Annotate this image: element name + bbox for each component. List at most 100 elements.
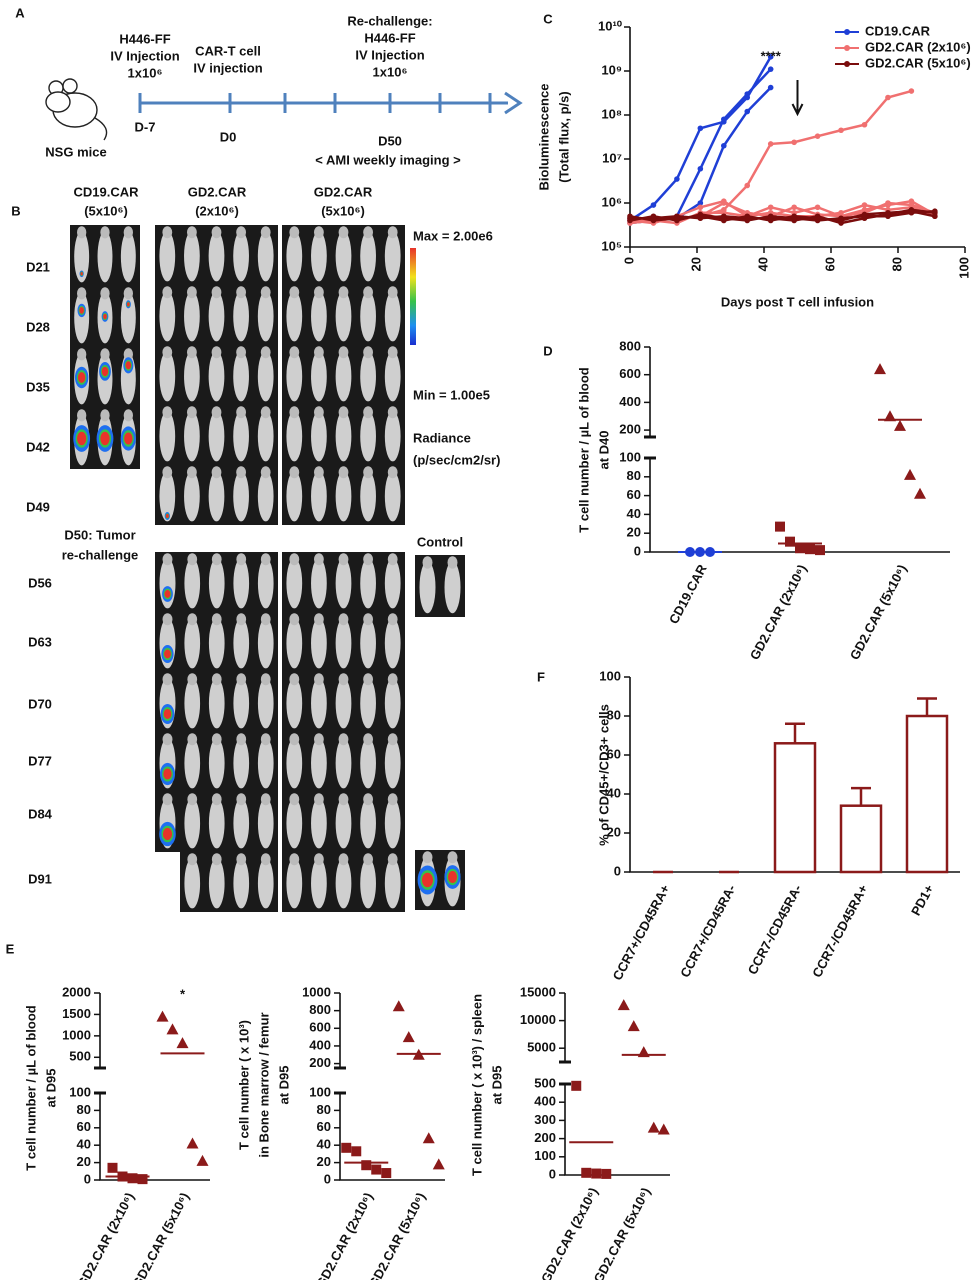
mouse-image <box>184 678 201 729</box>
mouse-image <box>286 618 303 669</box>
y-tick-label: 0 <box>84 1171 91 1186</box>
point <box>814 215 821 222</box>
point <box>838 217 844 224</box>
point <box>697 125 704 132</box>
mouse-image <box>257 858 274 909</box>
mouse-image-head <box>100 348 110 361</box>
mouse-image <box>184 471 200 522</box>
point <box>861 211 868 218</box>
mouse-image-head <box>313 346 324 359</box>
panel-letter: B <box>11 203 20 218</box>
label: D42 <box>26 439 50 454</box>
mouse-image-head <box>338 613 349 626</box>
series-line <box>629 89 912 225</box>
y-axis-label: Bioluminescence <box>536 84 551 191</box>
mouse-image <box>311 738 327 789</box>
y-tick-label: 0 <box>614 863 621 878</box>
annotation: **** <box>761 48 782 63</box>
point <box>815 545 825 556</box>
label: GD2.CAR <box>314 184 373 199</box>
x-tick-label: GD2.CAR (5x10⁶) <box>366 1190 429 1280</box>
y-axis-label: in Bone marrow / femur <box>256 1012 271 1157</box>
legend-swatch <box>844 29 850 35</box>
mouse-ear <box>62 78 78 94</box>
mouse-image-head <box>236 286 247 299</box>
mouse-image-head <box>387 286 398 299</box>
mouse-image-head <box>162 406 173 419</box>
x-tick-label: 100 <box>956 257 971 279</box>
y-tick-label: 10⁶ <box>602 194 622 209</box>
y-tick-label: 100 <box>534 1148 556 1163</box>
mouse-image-head <box>387 673 398 686</box>
mouse-image <box>286 678 303 729</box>
panel-letter: E <box>6 941 15 956</box>
mouse-image <box>384 558 401 609</box>
mouse-image <box>208 231 225 282</box>
mouse-image-head <box>422 556 433 569</box>
mouse-image-head <box>162 286 173 299</box>
y-tick-label: 100 <box>599 668 621 683</box>
y-tick-label: 1500 <box>62 1006 91 1021</box>
mouse-image <box>384 351 401 402</box>
label: D56 <box>28 575 52 590</box>
mouse-image <box>257 558 274 609</box>
label: (2x10⁶) <box>195 203 239 218</box>
mouse-image-head <box>187 853 198 866</box>
label: re-challenge <box>62 547 139 562</box>
label: IV Injection <box>355 47 424 62</box>
mouse-image <box>257 231 274 282</box>
mouse-image <box>233 471 249 522</box>
label: D50: Tumor <box>64 527 135 542</box>
point <box>674 215 680 222</box>
y-tick-label: 100 <box>69 1084 91 1099</box>
point <box>791 213 797 220</box>
label: D28 <box>26 319 50 334</box>
x-tick-label: GD2.CAR (2x10⁶) <box>313 1190 376 1280</box>
mouse-image-head <box>260 613 271 626</box>
mouse-image-head <box>313 613 324 626</box>
y-tick-label: 400 <box>619 394 641 409</box>
timeline-arrowhead <box>504 91 523 115</box>
mouse-image-head <box>162 793 173 806</box>
x-tick-label: 80 <box>889 257 904 271</box>
mouse-image-head <box>236 346 247 359</box>
mouse-image-head <box>289 673 300 686</box>
mouse-image-head <box>77 287 87 300</box>
mouse-image-head <box>236 226 247 239</box>
point <box>650 213 657 220</box>
label: D63 <box>28 634 52 649</box>
mouse-image-head <box>260 673 271 686</box>
x-tick-label: GD2.CAR (5x10⁶) <box>591 1185 654 1280</box>
mouse-image-head <box>260 346 271 359</box>
y-tick-label: 500 <box>69 1049 91 1064</box>
label: (5x10⁶) <box>84 203 128 218</box>
point <box>137 1174 148 1185</box>
label: D50 <box>378 133 402 148</box>
label: < AMI weekly imaging > <box>315 152 461 167</box>
mouse-image <box>384 411 401 462</box>
mouse-image <box>208 678 225 729</box>
point <box>601 1168 612 1179</box>
point <box>908 88 915 94</box>
point <box>805 544 815 555</box>
mouse-image <box>233 858 250 909</box>
point <box>791 139 797 146</box>
y-tick-label: 10⁷ <box>602 150 622 165</box>
point <box>932 208 938 215</box>
mouse-image <box>311 858 327 909</box>
mouse-image-head <box>236 406 247 419</box>
y-tick-label: 200 <box>534 1130 556 1145</box>
mouse-image <box>159 411 176 462</box>
y-axis-label: at D95 <box>489 1065 504 1104</box>
point <box>884 410 896 422</box>
signal <box>101 366 109 377</box>
annotation: * <box>180 986 186 1001</box>
point <box>392 1000 405 1012</box>
y-tick-label: 60 <box>607 746 621 761</box>
mouse-image <box>384 798 401 849</box>
mouse-image <box>360 858 376 909</box>
point <box>381 1168 392 1179</box>
point <box>885 94 891 101</box>
point <box>721 217 727 224</box>
